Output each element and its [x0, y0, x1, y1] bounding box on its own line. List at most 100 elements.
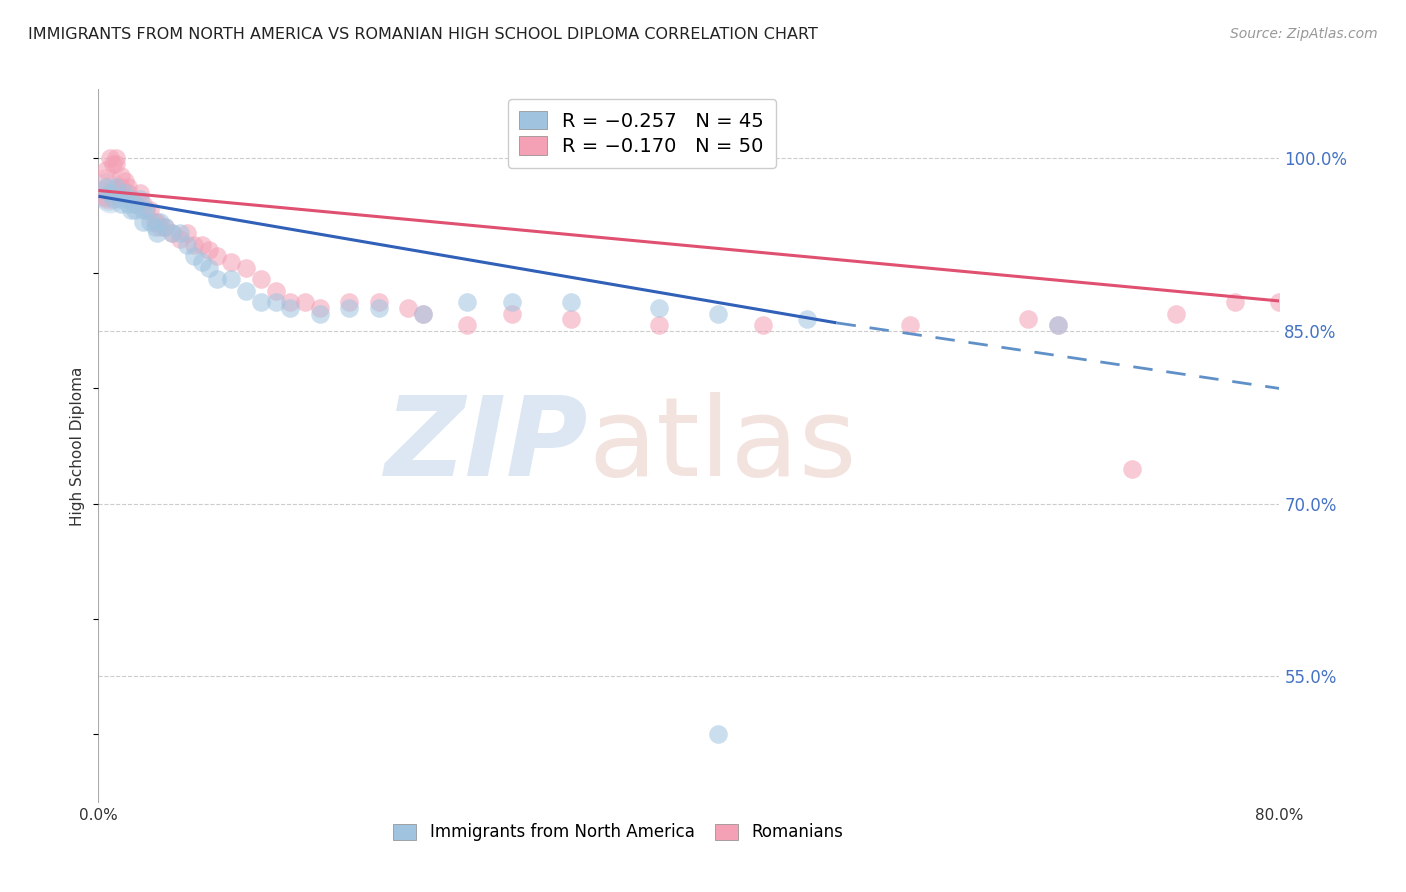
Point	[176, 237, 198, 252]
Point	[143, 214, 166, 228]
Point	[412, 307, 434, 321]
Point	[457, 295, 479, 310]
Text: atlas: atlas	[589, 392, 858, 500]
Point	[149, 220, 172, 235]
Point	[128, 186, 150, 200]
Point	[398, 301, 420, 315]
Point	[1046, 318, 1070, 333]
Point	[94, 180, 117, 194]
Point	[198, 244, 221, 258]
Point	[560, 312, 582, 326]
Point	[153, 220, 176, 235]
Point	[648, 318, 671, 333]
Point	[128, 192, 150, 206]
Point	[1268, 295, 1291, 310]
Point	[146, 214, 169, 228]
Text: IMMIGRANTS FROM NORTH AMERICA VS ROMANIAN HIGH SCHOOL DIPLOMA CORRELATION CHART: IMMIGRANTS FROM NORTH AMERICA VS ROMANIA…	[28, 27, 818, 42]
Point	[153, 220, 176, 235]
Point	[501, 295, 523, 310]
Point	[124, 197, 146, 211]
Point	[198, 260, 221, 275]
Point	[501, 307, 523, 321]
Point	[105, 180, 128, 194]
Point	[368, 301, 391, 315]
Point	[117, 180, 139, 194]
Point	[1018, 312, 1040, 326]
Point	[162, 226, 183, 240]
Point	[94, 180, 117, 194]
Point	[707, 727, 730, 741]
Point	[235, 260, 257, 275]
Point	[309, 301, 332, 315]
Point	[103, 192, 125, 206]
Point	[796, 312, 818, 326]
Point	[1225, 295, 1247, 310]
Point	[124, 202, 146, 217]
Point	[412, 307, 434, 321]
Point	[183, 249, 205, 263]
Point	[143, 220, 166, 235]
Point	[205, 249, 228, 263]
Point	[105, 157, 128, 171]
Point	[120, 192, 142, 206]
Point	[114, 186, 136, 200]
Point	[135, 202, 157, 217]
Point	[339, 295, 361, 310]
Point	[339, 301, 361, 315]
Point	[120, 202, 142, 217]
Point	[1121, 462, 1143, 476]
Text: Source: ZipAtlas.com: Source: ZipAtlas.com	[1230, 27, 1378, 41]
Point	[235, 284, 257, 298]
Point	[169, 226, 191, 240]
Point	[162, 226, 183, 240]
Point	[94, 184, 117, 198]
Point	[97, 188, 120, 202]
Point	[110, 169, 132, 183]
Point	[221, 255, 243, 269]
Point	[280, 295, 302, 310]
Point	[98, 192, 121, 206]
Point	[132, 197, 155, 211]
Point	[117, 186, 139, 200]
Point	[707, 307, 730, 321]
Point	[97, 186, 120, 200]
Point	[294, 295, 316, 310]
Point	[648, 301, 671, 315]
Point	[110, 192, 132, 206]
Point	[94, 162, 117, 177]
Point	[752, 318, 775, 333]
Point	[900, 318, 922, 333]
Legend: Immigrants from North America, Romanians: Immigrants from North America, Romanians	[387, 817, 849, 848]
Point	[124, 197, 146, 211]
Point	[146, 226, 169, 240]
Point	[191, 237, 214, 252]
Point	[368, 295, 391, 310]
Point	[139, 202, 162, 217]
Y-axis label: High School Diploma: High School Diploma	[70, 367, 86, 525]
Point	[250, 295, 273, 310]
Point	[264, 295, 287, 310]
Point	[264, 284, 287, 298]
Point	[176, 226, 198, 240]
Point	[560, 295, 582, 310]
Point	[221, 272, 243, 286]
Point	[117, 192, 139, 206]
Point	[191, 255, 214, 269]
Point	[132, 202, 155, 217]
Point	[457, 318, 479, 333]
Point	[250, 272, 273, 286]
Point	[309, 307, 332, 321]
Text: ZIP: ZIP	[385, 392, 589, 500]
Point	[135, 202, 157, 217]
Point	[139, 214, 162, 228]
Point	[114, 174, 136, 188]
Point	[1046, 318, 1070, 333]
Point	[98, 151, 121, 165]
Point	[149, 214, 172, 228]
Point	[205, 272, 228, 286]
Point	[110, 197, 132, 211]
Point	[1166, 307, 1188, 321]
Point	[110, 180, 132, 194]
Point	[280, 301, 302, 315]
Point	[103, 157, 125, 171]
